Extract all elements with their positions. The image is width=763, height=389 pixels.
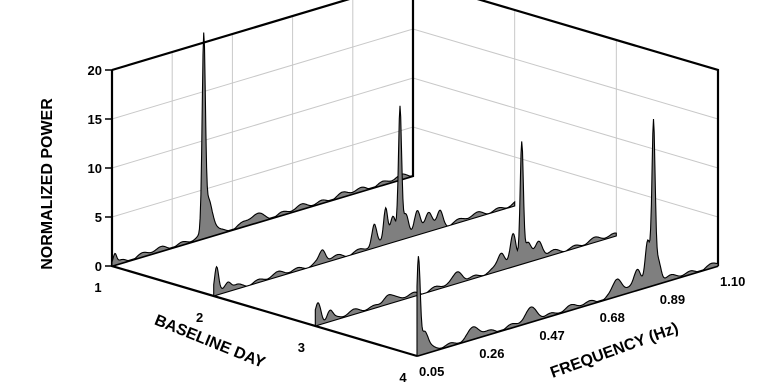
freq-tick-label: 1.10 xyxy=(720,274,745,289)
spectrum-trace-day-2 xyxy=(213,105,516,297)
freq-tick-label: 0.26 xyxy=(479,346,504,361)
freq-tick-label: 0.68 xyxy=(600,310,625,325)
spectrum-trace-day-1 xyxy=(111,32,414,267)
freq-tick-label: 0.47 xyxy=(539,328,564,343)
day-tick-label: 2 xyxy=(196,310,203,325)
day-tick-label: 1 xyxy=(94,280,101,295)
z-tick-label: 20 xyxy=(88,63,102,78)
frame-back-edges xyxy=(111,0,415,268)
x-axis-title: FREQUENCY (Hz) xyxy=(548,320,681,382)
z-tick-label: 0 xyxy=(95,259,102,274)
freq-tick-label: 0.05 xyxy=(419,364,444,379)
spectrum-trace-day-3 xyxy=(314,141,617,327)
z-tick-label: 5 xyxy=(95,210,102,225)
spectrum-trace-day-4 xyxy=(416,118,719,357)
tick-labels: 0 5 10 15 20 1 2 3 4 0.05 0.26 0.47 0.68 0.89 1.10 xyxy=(88,63,746,385)
day-tick-label: 4 xyxy=(399,370,407,385)
spectrum-traces xyxy=(111,32,719,357)
day-tick-label: 3 xyxy=(298,340,305,355)
frame-top-edges xyxy=(111,0,720,266)
z-tick-label: 10 xyxy=(88,161,102,176)
z-axis-title: NORMALIZED POWER xyxy=(39,98,56,270)
freq-tick-label: 0.89 xyxy=(660,292,685,307)
y-axis-title: BASELINE DAY xyxy=(152,312,268,372)
z-tick-label: 15 xyxy=(88,112,102,127)
